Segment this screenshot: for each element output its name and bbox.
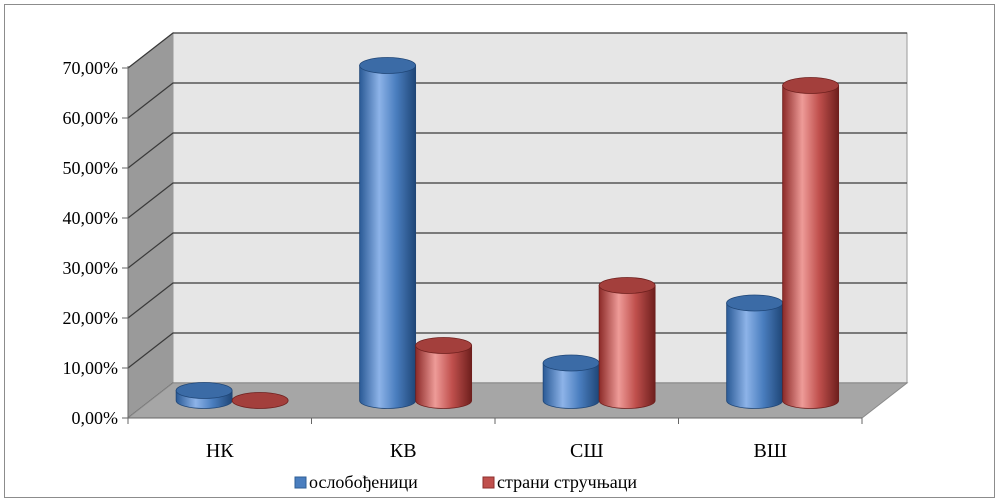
y-tick-label: 40,00%	[63, 208, 119, 228]
bar-cylinder	[359, 57, 417, 409]
x-category-label: ВШ	[753, 440, 787, 462]
legend: ослобођеници страни стручњаци	[294, 472, 637, 492]
bar-top	[598, 277, 656, 294]
y-tick-label: 60,00%	[63, 108, 119, 128]
legend-label-osloboedjenici: ослобођеници	[309, 472, 418, 492]
gridline	[127, 182, 907, 219]
y-tick-label: 10,00%	[63, 358, 119, 378]
bar-body	[359, 65, 417, 409]
bar-cylinder	[231, 392, 289, 409]
axes	[122, 66, 863, 424]
bar-top	[542, 354, 600, 372]
y-tick-label: 30,00%	[63, 258, 119, 278]
bar-top	[782, 77, 840, 94]
bar-cylinder	[415, 337, 473, 409]
bar-body	[782, 85, 840, 409]
bar-body	[726, 302, 784, 409]
bar-cylinder	[782, 77, 840, 409]
gridline	[127, 82, 907, 119]
y-tick-label: 20,00%	[63, 308, 119, 328]
bar-cylinder	[726, 294, 784, 409]
y-tick-label: 70,00%	[63, 58, 119, 78]
gridline	[127, 282, 907, 319]
bar-body	[415, 345, 473, 409]
x-axis-category-labels: НК КВ СШ ВШ	[206, 440, 787, 462]
bar-cylinder	[542, 354, 600, 409]
bar-top	[415, 337, 473, 354]
bar-body	[598, 285, 656, 409]
bar-top	[359, 57, 417, 74]
bar-top	[231, 392, 289, 409]
x-category-label: СШ	[570, 440, 604, 462]
bar-cylinder	[598, 277, 656, 409]
legend-label-strani-strucnjaci: страни стручњаци	[497, 472, 637, 492]
y-tick-label: 0,00%	[72, 408, 119, 428]
gridline	[127, 332, 907, 369]
bar-top	[175, 382, 233, 399]
bar-body	[542, 362, 600, 409]
chart-walls	[127, 31, 908, 420]
legend-swatch-strani-strucnjaci	[482, 476, 495, 489]
gridline	[127, 132, 907, 169]
bar-top	[726, 294, 784, 312]
x-category-label: НК	[206, 440, 234, 462]
x-category-label: КВ	[390, 440, 417, 462]
y-axis-tick-labels: 0,00% 10,00% 20,00% 30,00% 40,00% 50,00% 60,00…	[63, 58, 119, 428]
gridline	[127, 32, 907, 69]
side-wall	[127, 31, 174, 420]
bars	[175, 57, 840, 409]
gridline	[127, 232, 907, 269]
legend-swatch-osloboedjenici	[294, 476, 307, 489]
bar-cylinder	[175, 382, 233, 409]
y-tick-label: 50,00%	[63, 158, 119, 178]
